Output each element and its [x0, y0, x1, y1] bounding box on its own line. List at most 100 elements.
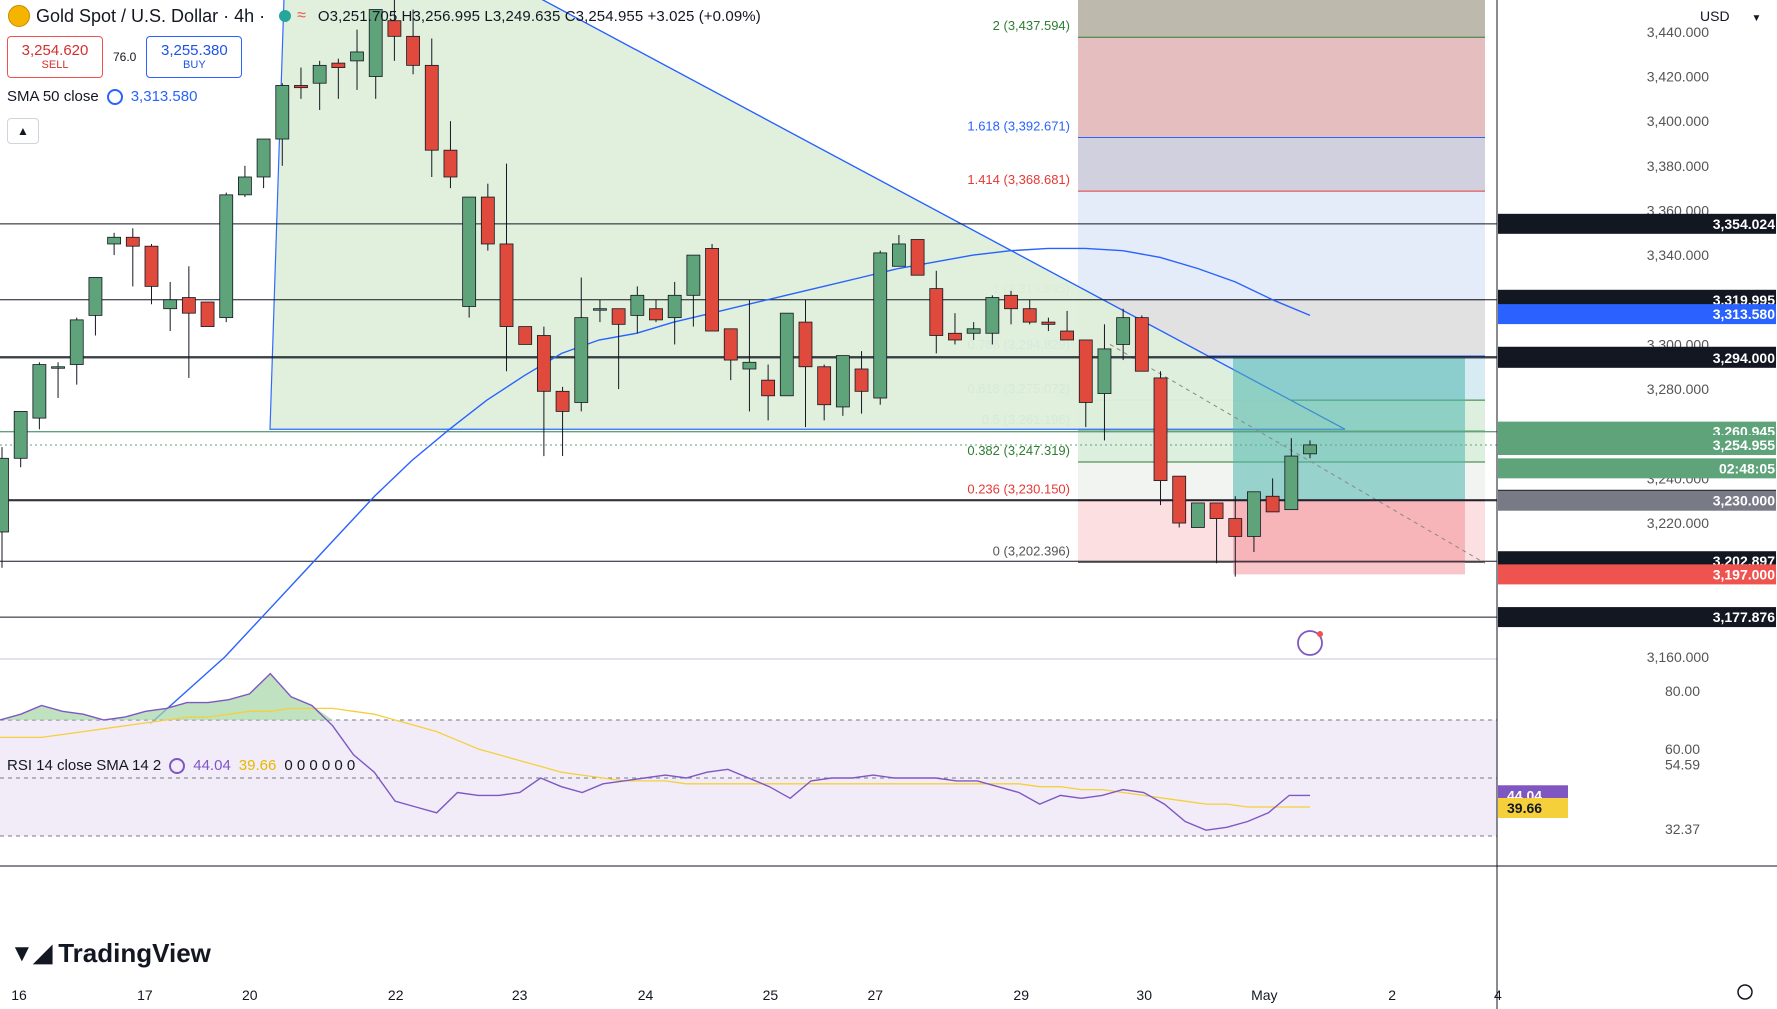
x-tick-label: May — [1251, 987, 1277, 1003]
fib-zone — [1078, 191, 1485, 300]
candle-body — [817, 366, 832, 406]
candle-body — [536, 335, 551, 392]
candle-body — [518, 326, 533, 345]
price-badge-text: 02:48:05 — [1719, 460, 1775, 476]
price-badge: 02:48:05 — [1498, 458, 1776, 479]
candle-body — [1022, 308, 1037, 323]
y-tick-label: 3,400.000 — [1647, 113, 1709, 129]
currency-selector[interactable]: USD ▼ — [1700, 8, 1761, 24]
candle-body — [406, 35, 420, 66]
candle-body — [1153, 377, 1168, 482]
chevron-up-icon: ▲ — [17, 124, 29, 138]
tv-logo-text: TradingView — [58, 938, 211, 968]
x-tick-label: 4 — [1494, 987, 1502, 1003]
x-tick-label: 23 — [512, 987, 528, 1003]
rsi-badge-bg — [1498, 797, 1568, 818]
candle-body — [892, 243, 906, 267]
rsi-overbought-fill — [0, 673, 1310, 720]
chevron-down-icon: ▼ — [1751, 13, 1762, 24]
candle-body — [1209, 502, 1224, 519]
candle-body — [630, 294, 645, 316]
x-tick-label: 27 — [868, 987, 884, 1003]
refresh-icon[interactable] — [169, 757, 186, 774]
price-badge: 3,197.000 — [1498, 564, 1776, 585]
x-tick-label: 29 — [1013, 987, 1029, 1003]
y-tick-label: 3,420.000 — [1647, 69, 1709, 85]
candle-body — [350, 51, 364, 62]
price-badge-text: 3,319.995 — [1713, 292, 1775, 308]
candle-body — [1303, 444, 1317, 455]
candle-body — [835, 355, 850, 408]
tradingview-logo[interactable]: ▼◢ TradingView — [10, 938, 211, 969]
price-badge-bg — [1498, 564, 1776, 585]
price-badge: 3,354.024 — [1498, 213, 1776, 234]
tv-logo-icon: ▼◢ — [10, 940, 53, 967]
trade-buttons: 3,254.620 SELL 76.0 3,255.380 BUY — [7, 36, 243, 78]
candle-body — [275, 85, 290, 140]
sell-button[interactable]: 3,254.620 SELL — [7, 36, 103, 78]
candle-body — [1097, 348, 1112, 394]
candle-body — [219, 194, 234, 319]
candle-body — [32, 364, 47, 419]
rsi-tick-label: 32.37 — [1665, 821, 1700, 837]
candle-body — [985, 297, 1000, 334]
sell-price: 3,254.620 — [21, 41, 89, 59]
price-badge: 3,230.000 — [1498, 490, 1776, 511]
x-tick-label: 16 — [11, 987, 27, 1003]
price-badge-bg — [1498, 347, 1776, 368]
candle-body — [779, 312, 794, 397]
candle-body — [611, 308, 626, 325]
candle-body — [238, 176, 252, 196]
candle-body — [107, 236, 122, 245]
candle-body — [1041, 321, 1056, 325]
candle-body — [1265, 495, 1280, 513]
rsi-tick-label: 54.59 — [1665, 757, 1700, 773]
gear-icon[interactable] — [1737, 984, 1753, 1000]
y-tick-label: 3,380.000 — [1647, 158, 1709, 174]
symbol-title[interactable]: Gold Spot / U.S. Dollar · 4h · — [36, 5, 266, 26]
candle-body — [144, 245, 159, 287]
candle-body — [686, 254, 701, 296]
candle-body — [331, 62, 346, 68]
market-status[interactable]: ≈ — [279, 7, 306, 25]
price-badge-text: 3,177.876 — [1713, 609, 1775, 625]
fib-label: 1.414 (3,368.681) — [967, 172, 1070, 187]
candle-body — [723, 328, 738, 361]
candle-body — [742, 361, 757, 370]
sma-legend[interactable]: SMA 50 close 3,313.580 — [7, 88, 197, 105]
price-badge-text: 3,254.955 — [1713, 437, 1775, 453]
price-badge-bg — [1498, 304, 1776, 325]
candle-body — [1134, 317, 1149, 372]
candle-body — [13, 411, 28, 459]
price-badge-text: 3,197.000 — [1713, 566, 1775, 582]
price-badge-bg — [1498, 607, 1776, 628]
y-tick-label: 3,440.000 — [1647, 24, 1709, 40]
refresh-icon[interactable] — [106, 88, 123, 105]
fib-label: 2 (3,437.594) — [993, 18, 1070, 33]
candle-body — [424, 64, 439, 151]
x-tick-label: 30 — [1136, 987, 1152, 1003]
rsi-tick-label: 60.00 — [1665, 741, 1700, 757]
candle-body — [125, 236, 140, 247]
candle-body — [1078, 339, 1093, 403]
y-tick-label: 3,160.000 — [1647, 649, 1709, 665]
candle-body — [948, 332, 962, 341]
buy-button[interactable]: 3,255.380 BUY — [146, 36, 243, 78]
collapse-button[interactable]: ▲ — [7, 118, 39, 144]
candle-body — [929, 288, 944, 336]
candle-body — [163, 299, 178, 310]
candle-body — [1004, 294, 1018, 310]
candle-body — [480, 196, 495, 245]
rsi-legend[interactable]: RSI 14 close SMA 14 2 44.04 39.66 0 0 0 … — [7, 757, 355, 774]
price-badge-text: 3,354.024 — [1713, 216, 1775, 232]
rsi-tick-label: 80.00 — [1665, 683, 1700, 699]
currency-label: USD — [1700, 8, 1730, 24]
candle-body — [966, 328, 981, 334]
buy-label: BUY — [183, 59, 206, 72]
candle-body — [88, 277, 103, 316]
candle-body — [443, 149, 458, 178]
alert-icon — [1297, 630, 1323, 656]
y-tick-label: 3,340.000 — [1647, 247, 1709, 263]
fib-zone — [1078, 37, 1485, 138]
